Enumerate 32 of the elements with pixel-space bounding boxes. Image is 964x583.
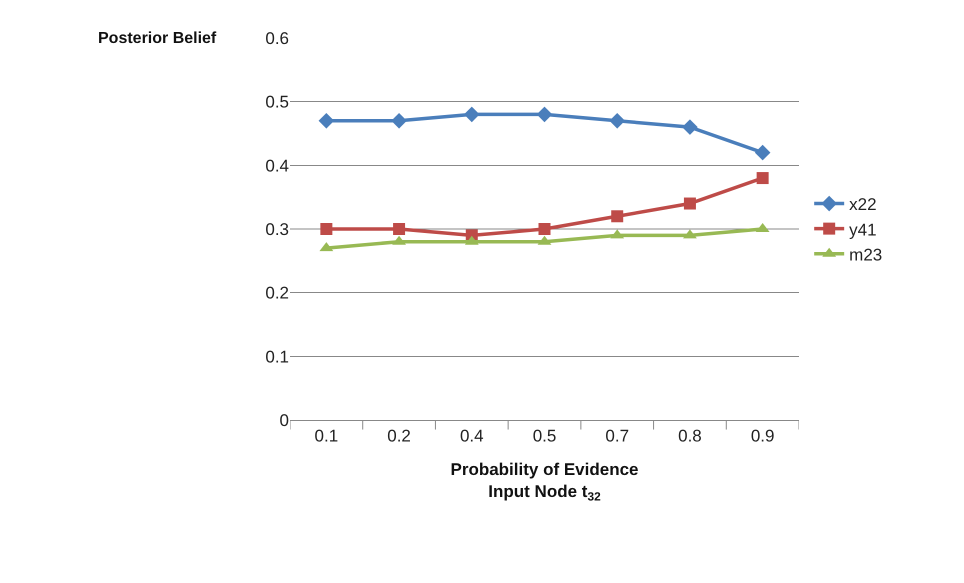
point: [536, 106, 552, 122]
legend-label: m23: [849, 245, 882, 264]
legend-label: x22: [849, 195, 877, 214]
point: [464, 106, 480, 122]
point: [393, 223, 406, 235]
point: [684, 198, 696, 210]
x-tick-label: 0.5: [532, 426, 556, 446]
y-tick-label: 0.6: [265, 28, 289, 48]
x-tick-label: 0.8: [678, 426, 702, 446]
point: [391, 112, 407, 129]
y-tick-label: 0.3: [265, 220, 289, 239]
x-tick-label: 0.1: [314, 426, 338, 446]
y-axis-title: Posterior Belief: [98, 30, 217, 47]
y-tick-label: 0.4: [265, 156, 289, 176]
y-tick-label: 0: [280, 410, 289, 430]
point: [611, 210, 624, 222]
legend-label: y41: [849, 220, 877, 240]
y-tick-label: 0.5: [265, 92, 289, 112]
point: [609, 112, 626, 129]
point: [538, 223, 550, 235]
point: [320, 223, 332, 235]
x-tick-label: 0.4: [460, 426, 484, 446]
x-tick-label: 0.9: [750, 426, 774, 446]
x-tick-label: 0.7: [605, 426, 630, 446]
point: [754, 144, 770, 160]
point: [682, 119, 698, 135]
y-tick-label: 0.1: [265, 347, 289, 366]
x-axis-title: Probability of Evidence Input Node t$_{32}$: [450, 460, 638, 504]
x-tick-label: 0.2: [387, 426, 411, 446]
point: [756, 172, 769, 184]
point: [318, 112, 334, 129]
y-tick-label: 0.2: [265, 284, 289, 303]
